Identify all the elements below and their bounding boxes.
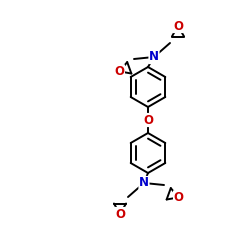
Text: O: O (174, 191, 184, 204)
Text: O: O (115, 208, 125, 220)
Text: N: N (139, 176, 149, 190)
Text: O: O (143, 114, 153, 126)
Text: N: N (149, 50, 159, 64)
Text: O: O (173, 20, 183, 32)
Text: O: O (114, 65, 124, 78)
